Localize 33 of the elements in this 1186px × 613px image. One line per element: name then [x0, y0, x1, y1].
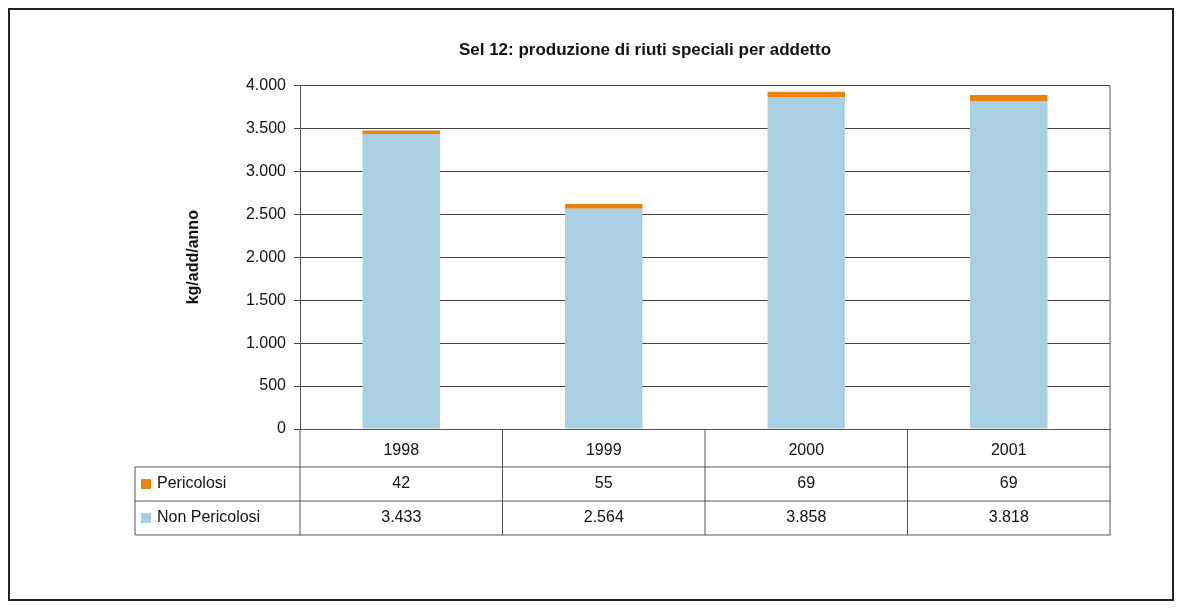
- legend-label: Pericolosi: [157, 474, 227, 492]
- y-axis-title: kg/add/anno: [184, 209, 202, 305]
- data-label: 3.433: [381, 508, 422, 526]
- bar: [565, 208, 643, 429]
- bar: [767, 97, 845, 429]
- data-label: 55: [594, 474, 613, 492]
- bar: [970, 95, 1048, 102]
- data-label: 3.818: [988, 508, 1029, 526]
- y-tick-label: 2.500: [245, 204, 287, 222]
- y-tick-label: 0: [277, 419, 287, 437]
- bar: [362, 130, 440, 135]
- bar: [970, 101, 1048, 429]
- x-tick-label: 1998: [383, 441, 420, 459]
- bar: [565, 204, 643, 209]
- x-tick-label: 2001: [990, 441, 1027, 459]
- y-tick-label: 2.000: [245, 247, 287, 265]
- y-tick-label: 3.000: [245, 161, 287, 179]
- y-tick-label: 500: [259, 376, 287, 394]
- chart-title: Sel 12: produzione di riuti speciali per addetto: [458, 39, 832, 59]
- data-label: 42: [392, 474, 411, 492]
- legend-label: Non Pericolosi: [157, 508, 261, 526]
- x-tick-label: 2000: [788, 441, 825, 459]
- y-tick-label: 4.000: [245, 75, 287, 93]
- bar: [362, 134, 440, 429]
- data-label: 2.564: [583, 508, 624, 526]
- y-tick-label: 1.500: [245, 290, 287, 308]
- bar: [767, 91, 845, 98]
- x-tick-label: 1999: [585, 441, 622, 459]
- data-label: 69: [797, 474, 816, 492]
- y-tick-label: 3.500: [245, 118, 287, 136]
- data-label: 3.858: [786, 508, 827, 526]
- data-label: 69: [999, 474, 1018, 492]
- y-tick-label: 1.000: [245, 333, 287, 351]
